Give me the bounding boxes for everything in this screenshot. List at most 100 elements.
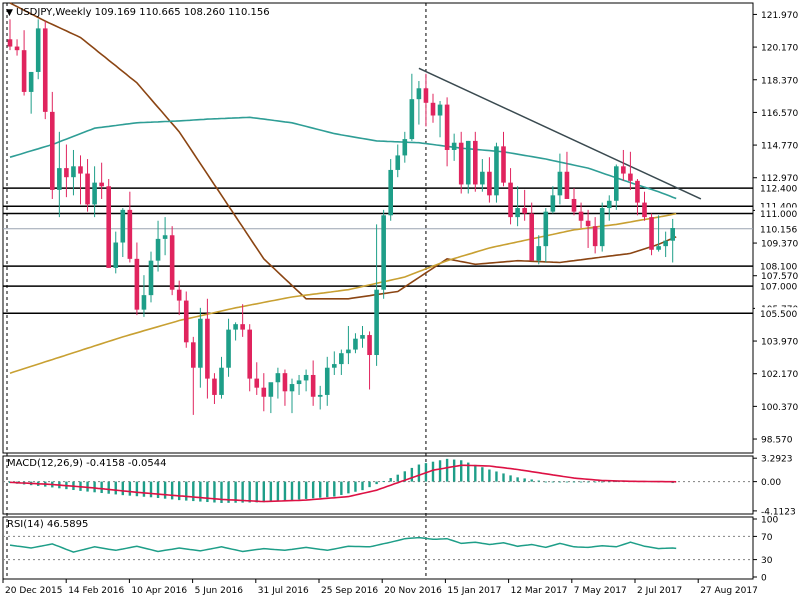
time-axis: 20 Dec 2015 14 Feb 2016 10 Apr 2016 5 Jun 2… <box>2 579 758 596</box>
macd-histogram-bar <box>297 481 301 500</box>
macd-histogram-bar <box>438 460 442 482</box>
macd-histogram-bar <box>417 464 421 482</box>
macd-histogram-bar <box>354 481 357 492</box>
candle-body <box>614 166 619 201</box>
candle-body <box>148 260 154 296</box>
candle-body <box>261 387 267 397</box>
macd-histogram-bar <box>283 481 287 501</box>
macd-histogram-bar <box>121 481 124 496</box>
candle-body <box>296 380 302 385</box>
macd-histogram-bar <box>509 475 512 482</box>
macd-histogram-bar <box>403 471 406 482</box>
price-tick-label: 98.570 <box>761 436 793 446</box>
level-label-108.100: 108.100 <box>760 263 797 273</box>
macd-histogram-bar <box>326 481 329 498</box>
candle-body <box>155 238 161 261</box>
rsi-title: RSI(14) 46.5895 <box>7 519 88 530</box>
candle-body <box>332 364 337 368</box>
candle-body <box>578 211 584 221</box>
candle-body <box>642 202 647 218</box>
macd-histogram-bar <box>361 481 364 491</box>
macd-histogram-bar <box>199 481 202 502</box>
candle-body <box>226 329 231 368</box>
rsi-line <box>9 536 677 553</box>
rsi-tick-label: 30 <box>761 556 773 566</box>
macd-histogram-bar <box>135 481 139 497</box>
current-price-label: 110.156 <box>760 225 797 235</box>
macd-histogram-bar <box>100 481 103 494</box>
moving-average-ma_gold <box>9 212 677 374</box>
candle-body <box>564 171 570 199</box>
candle-body <box>423 88 429 103</box>
rsi-tick-label: 0 <box>761 574 767 584</box>
macd-histogram-bar <box>488 469 491 482</box>
price-tick-label: 107.570 <box>761 272 798 282</box>
level-label-bg <box>755 307 799 320</box>
macd-histogram-bar <box>206 481 209 503</box>
candle-body <box>585 220 591 227</box>
macd-histogram-bar <box>213 481 216 503</box>
candle-body <box>360 335 365 339</box>
macd-histogram-bar <box>551 481 555 483</box>
macd-histogram-bar <box>368 481 371 488</box>
macd-histogram-bar <box>495 471 498 482</box>
macd-histogram-bar <box>481 467 484 482</box>
level-label-112.400: 112.400 <box>760 185 797 195</box>
macd-histogram-bar <box>142 481 146 497</box>
candle-body <box>663 240 668 247</box>
moving-average-ma_teal <box>9 116 677 200</box>
macd-histogram-bar <box>431 461 435 482</box>
macd-histogram-bar <box>107 481 110 494</box>
candle-body <box>268 382 274 397</box>
time-tick-label: 5 Jun 2016 <box>195 586 244 596</box>
macd-histogram-bar <box>452 459 456 482</box>
current-price-label-bg <box>755 222 799 235</box>
macd-histogram-bar <box>220 481 223 503</box>
macd-histogram-bar <box>530 479 533 482</box>
time-tick-label: 14 Feb 2016 <box>68 586 124 596</box>
menu-chevron-icon[interactable]: ▼ <box>6 8 13 18</box>
candle-body <box>367 335 372 356</box>
price-tick-label: 100.370 <box>761 403 798 413</box>
candle-body <box>374 289 379 356</box>
candle-body <box>127 209 133 259</box>
candle-body <box>317 394 323 397</box>
candle-body <box>656 246 661 250</box>
candle-body <box>444 104 450 150</box>
candle-body <box>78 166 83 174</box>
candle-body <box>205 318 210 379</box>
candle-body <box>515 208 520 218</box>
macd-histogram-bar <box>234 481 237 503</box>
candle-body <box>106 186 111 268</box>
candle-body <box>430 102 436 116</box>
macd-histogram-bar <box>396 474 399 482</box>
macd-histogram-bar <box>262 481 265 503</box>
macd-histogram-bar <box>445 458 449 482</box>
candle-body <box>465 140 471 185</box>
time-tick-label: 25 Sep 2016 <box>321 586 378 596</box>
macd-histogram-bar <box>93 481 96 493</box>
macd-histogram-bar <box>163 481 167 499</box>
candle-body <box>635 180 640 203</box>
candle-body <box>458 142 464 185</box>
moving-average-ma_brown <box>9 2 677 300</box>
macd-histogram-bar <box>586 481 590 483</box>
macd-histogram-bar <box>311 481 315 499</box>
candle-body <box>670 228 675 241</box>
macd-histogram-bar <box>333 481 336 497</box>
candle-body <box>592 226 598 247</box>
candle-body <box>381 215 386 290</box>
macd-histogram-bar <box>565 481 569 483</box>
candle-body <box>240 324 245 330</box>
macd-histogram-bar <box>544 481 547 483</box>
candle-body <box>437 104 443 116</box>
macd-histogram-bar <box>572 481 576 483</box>
macd-histogram-bar <box>170 481 174 500</box>
macd-histogram-bar <box>276 481 280 502</box>
candle-body <box>14 46 20 51</box>
candle-body <box>550 195 556 212</box>
macd-histogram-bar <box>558 481 562 483</box>
candle-body <box>198 318 203 368</box>
candle-body <box>536 246 542 261</box>
price-plot <box>3 2 753 579</box>
